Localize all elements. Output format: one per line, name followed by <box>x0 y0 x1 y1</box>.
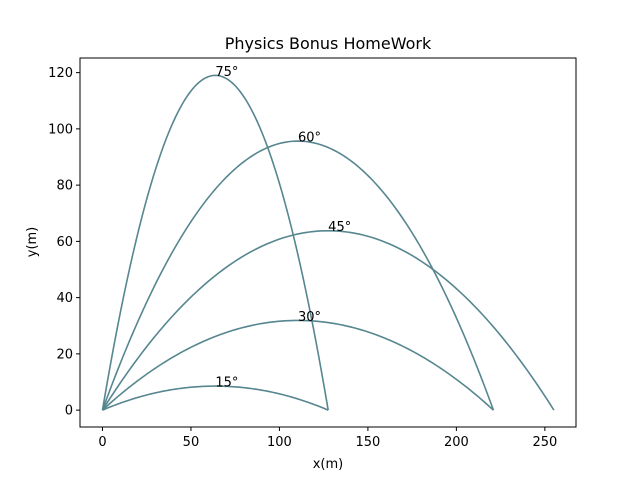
y-tick-label: 40 <box>56 291 73 306</box>
trajectory-line-75 <box>101 74 329 411</box>
x-tick-label: 100 <box>267 435 292 450</box>
y-tick-label: 60 <box>56 235 73 250</box>
x-tick-label: 0 <box>98 435 106 450</box>
trajectory-line-45 <box>101 229 555 411</box>
trajectory-line-15 <box>102 385 329 411</box>
x-axis-label: x(m) <box>313 457 344 472</box>
y-ticks: 0 20 40 60 80 100 120 <box>48 66 80 419</box>
y-tick-label: 80 <box>56 179 73 194</box>
angle-annotation-45: 45° <box>328 220 351 235</box>
y-tick-label: 0 <box>65 404 73 419</box>
x-tick-label: 250 <box>532 435 557 450</box>
y-tick-label: 120 <box>48 66 73 81</box>
x-tick-label: 200 <box>444 435 469 450</box>
x-tick-label: 150 <box>355 435 380 450</box>
chart-title: Physics Bonus HomeWork <box>225 34 432 53</box>
trajectory-line-30 <box>101 319 494 411</box>
y-tick-label: 20 <box>56 347 73 362</box>
annotations-group: 15° 30° 45° 60° 75° <box>215 65 351 391</box>
x-ticks: 0 50 100 150 200 250 <box>98 427 557 450</box>
angle-annotation-15: 15° <box>215 376 238 391</box>
angle-annotation-60: 60° <box>298 131 321 146</box>
angle-annotation-30: 30° <box>298 310 321 325</box>
trajectory-line-60 <box>101 140 495 411</box>
plot-frame <box>79 57 577 428</box>
y-axis-label: y(m) <box>25 227 40 258</box>
angle-annotation-75: 75° <box>215 65 238 80</box>
curves-group <box>101 74 555 411</box>
x-tick-label: 50 <box>183 435 200 450</box>
y-tick-label: 100 <box>48 122 73 137</box>
